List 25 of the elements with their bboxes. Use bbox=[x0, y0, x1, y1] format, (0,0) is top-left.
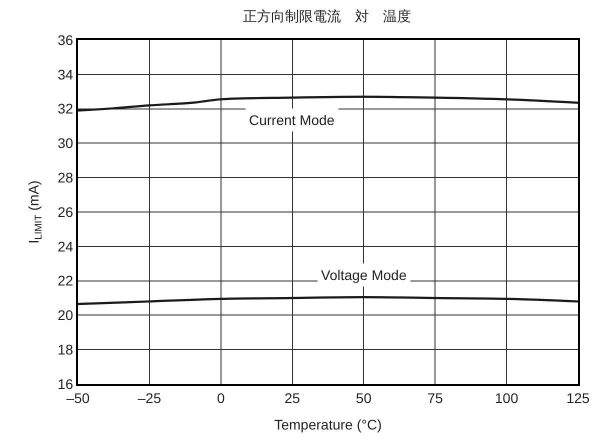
y-tick-label: 36 bbox=[58, 32, 74, 48]
x-tick-label: 75 bbox=[427, 390, 444, 406]
x-tick-label: –25 bbox=[138, 390, 162, 406]
x-tick-label: 100 bbox=[494, 390, 518, 406]
x-tick-label: 50 bbox=[356, 390, 372, 406]
y-tick-label: 26 bbox=[58, 204, 74, 220]
x-axis-title: Temperature (°C) bbox=[274, 416, 382, 433]
series-label: Current Mode bbox=[249, 112, 335, 128]
y-tick-label: 28 bbox=[58, 170, 74, 186]
y-tick-label: 16 bbox=[58, 376, 74, 392]
y-tick-label: 18 bbox=[58, 342, 74, 358]
x-tick-label: 0 bbox=[216, 390, 225, 406]
y-tick-label: 34 bbox=[58, 66, 74, 82]
y-tick-label: 22 bbox=[58, 272, 74, 289]
chart-title: 正方向制限電流 対 温度 bbox=[243, 8, 412, 25]
series-label: Voltage Mode bbox=[321, 267, 407, 283]
line-series bbox=[78, 296, 578, 306]
y-tick-label: 24 bbox=[58, 238, 74, 254]
x-tick-label: 125 bbox=[566, 390, 590, 406]
y-tick-label: 30 bbox=[58, 135, 74, 152]
x-tick-label: 25 bbox=[284, 390, 300, 406]
x-tick-label: –50 bbox=[66, 390, 90, 406]
y-tick-label: 32 bbox=[58, 100, 74, 117]
y-tick-label: 20 bbox=[58, 307, 74, 324]
line-series bbox=[78, 96, 578, 112]
